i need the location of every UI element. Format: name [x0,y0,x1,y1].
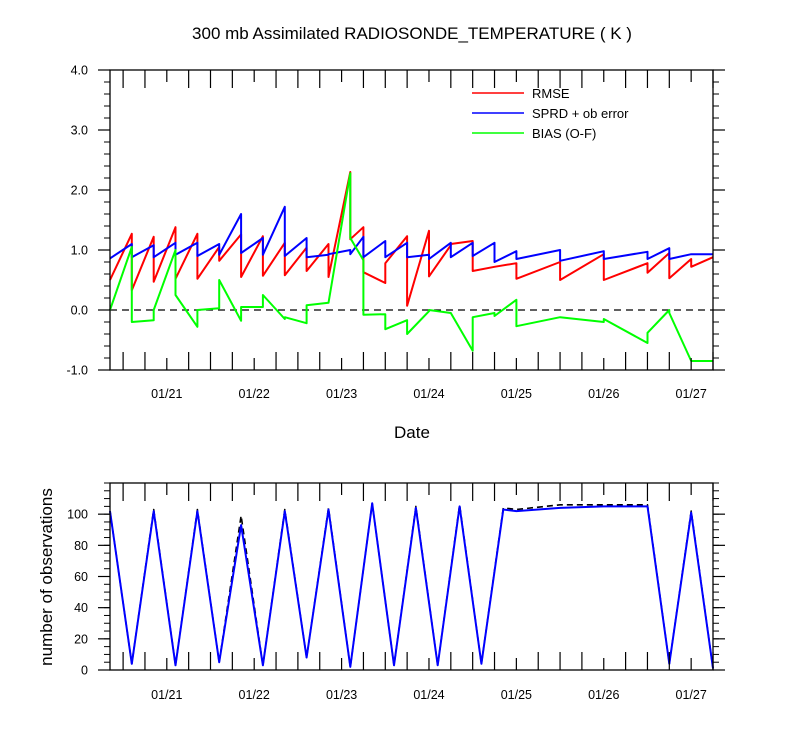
bottom-xtick-label: 01/23 [326,688,357,702]
bottom-xtick-label: 01/26 [588,688,619,702]
bottom-ytick-label: 20 [74,632,88,646]
top-series-rmse [109,171,714,307]
bottom-xtick-label: 01/21 [151,688,182,702]
bottom-xtick-label: 01/22 [239,688,270,702]
top-ytick-label: 2.0 [71,184,88,198]
top-ytick-label: 3.0 [71,124,88,138]
legend-sprd-label: SPRD + ob error [532,106,629,121]
bottom-xtick-label: 01/25 [501,688,532,702]
legend-rmse-label: RMSE [532,86,570,101]
bottom-series-used [109,502,714,669]
bottom-xtick-label: 01/24 [413,688,444,702]
legend-bias-label: BIAS (O-F) [532,126,596,141]
bottom-ytick-label: 80 [74,539,88,553]
bottom-xtick-label: 01/27 [676,688,707,702]
top-ytick-label: 0.0 [71,304,88,318]
top-ytick-label: 4.0 [71,64,88,78]
top-plot-frame [109,69,714,371]
top-xtick-label: 01/22 [239,387,270,401]
top-xtick-label: 01/24 [413,387,444,401]
top-ytick-label: -1.0 [66,364,88,378]
top-series-bias-o-f [109,172,713,362]
x-axis-label: Date [394,423,430,442]
bottom-ytick-label: 0 [81,664,88,678]
legend: RMSE SPRD + ob error BIAS (O-F) [472,86,629,141]
top-series-sprd-ob-error [109,205,713,263]
top-xtick-label: 01/23 [326,387,357,401]
top-ytick-label: 1.0 [71,244,88,258]
bottom-plot-frame [109,482,714,671]
top-xtick-label: 01/25 [501,387,532,401]
top-xtick-label: 01/21 [151,387,182,401]
chart-title: 300 mb Assimilated RADIOSONDE_TEMPERATUR… [192,24,632,43]
top-xtick-label: 01/26 [588,387,619,401]
top-xtick-label: 01/27 [676,387,707,401]
bottom-ytick-label: 100 [67,508,88,522]
bottom-ytick-label: 60 [74,570,88,584]
bottom-ytick-label: 40 [74,601,88,615]
y-axis-label: number of observations [37,488,56,666]
